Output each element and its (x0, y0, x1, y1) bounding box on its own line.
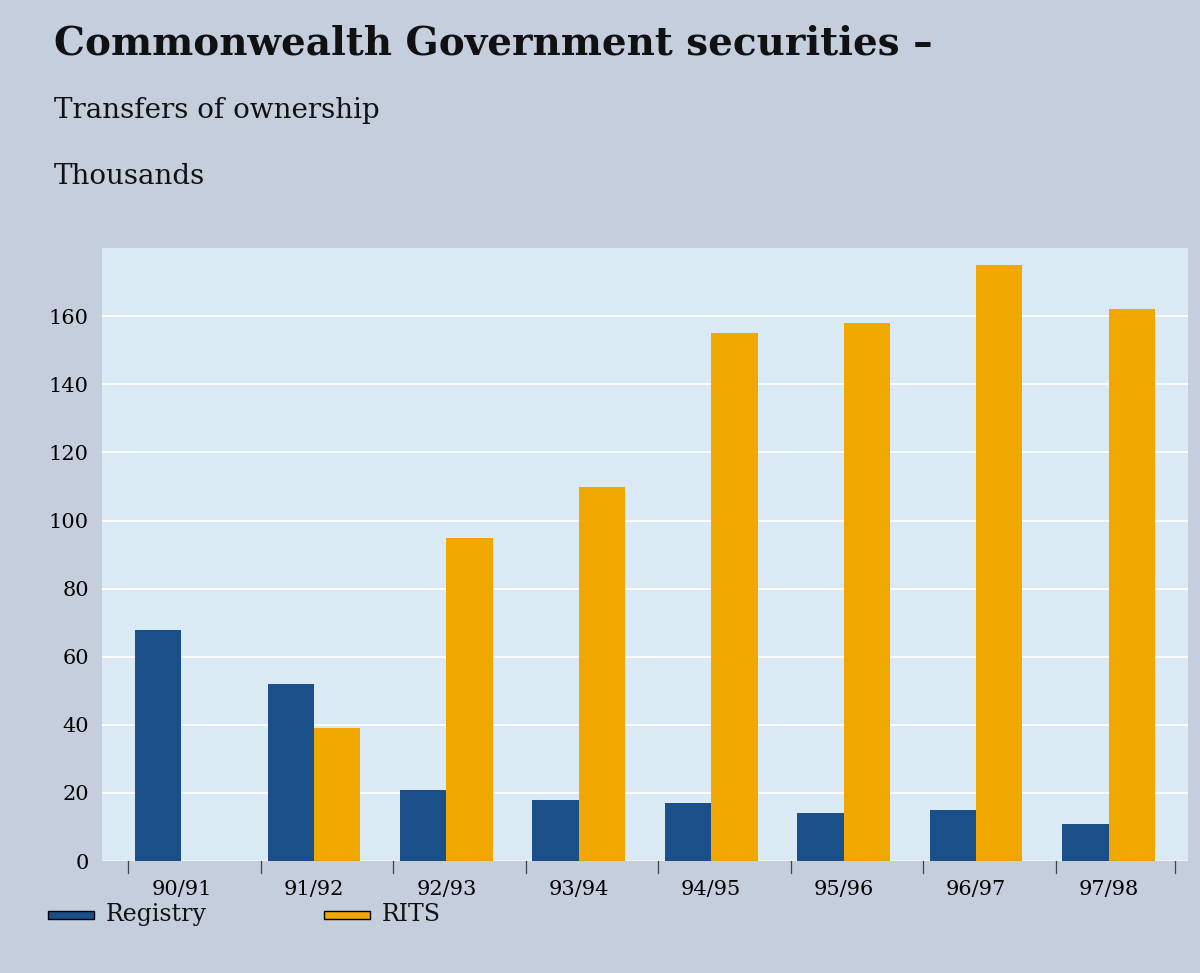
Bar (976, 266, 1022, 861)
Bar (797, 813, 844, 861)
Bar (400, 790, 446, 861)
Text: Thousands: Thousands (54, 163, 205, 191)
Bar (712, 333, 757, 861)
Bar (1062, 823, 1109, 861)
Text: Transfers of ownership: Transfers of ownership (54, 97, 379, 125)
FancyBboxPatch shape (48, 911, 94, 919)
Text: RITS: RITS (382, 903, 440, 926)
Bar (136, 630, 181, 861)
Bar (314, 728, 360, 861)
Bar (1109, 309, 1154, 861)
Bar (446, 537, 493, 861)
Bar (268, 684, 314, 861)
Bar (578, 486, 625, 861)
Bar (930, 810, 976, 861)
Text: Registry: Registry (106, 903, 206, 926)
Bar (533, 800, 578, 861)
Text: Commonwealth Government securities –: Commonwealth Government securities – (54, 24, 932, 62)
FancyBboxPatch shape (324, 911, 370, 919)
Bar (844, 323, 890, 861)
Bar (665, 804, 712, 861)
